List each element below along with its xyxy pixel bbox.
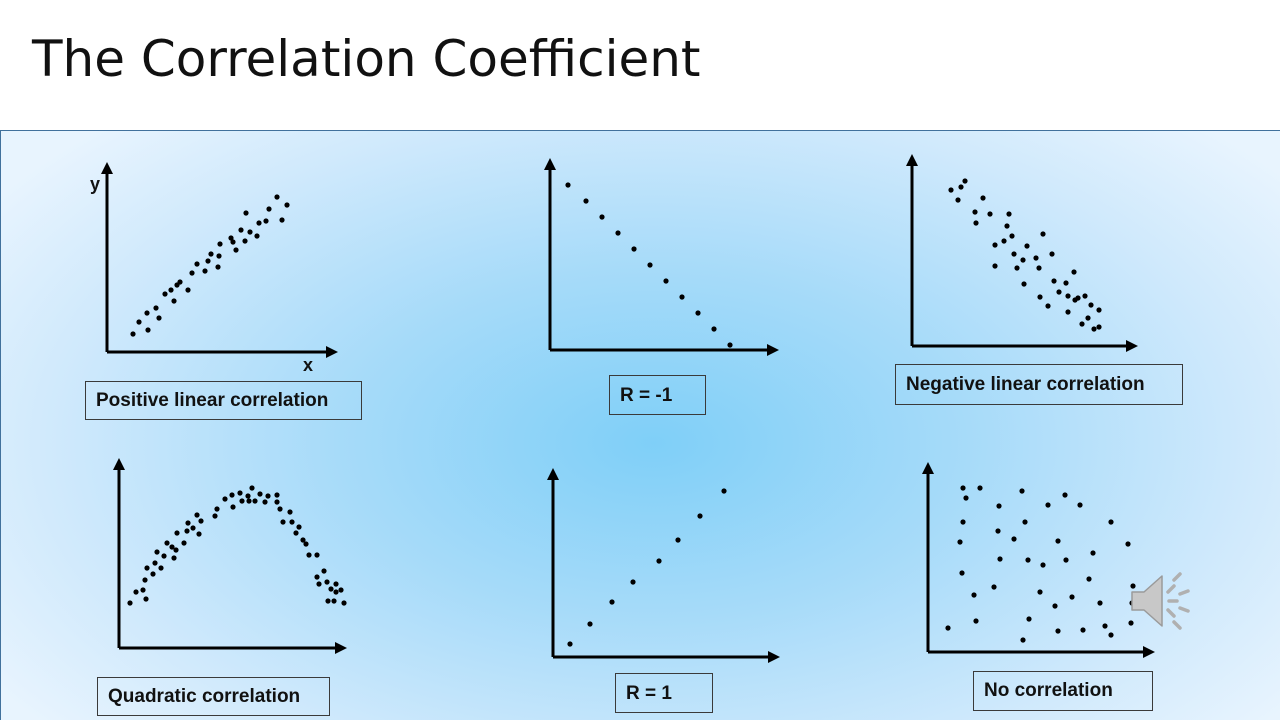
x-axis-arrow [326,346,338,358]
y-axis-arrow [547,468,559,480]
x-axis-arrow [1143,646,1155,658]
plot-axes [117,467,338,650]
y-axis-arrow [101,162,113,174]
speaker-icon[interactable] [1128,570,1194,632]
plot-quadratic [113,458,347,654]
r-one-label: R = 1 [615,673,713,713]
plot-axes [926,471,1146,654]
plot-r-minus-one [544,158,779,356]
scatter-dots [945,485,1136,643]
no-correlation-label: No correlation [973,671,1153,711]
x-axis-arrow [767,344,779,356]
r-minus-one-label: R = -1 [609,375,706,415]
y-axis-arrow [906,154,918,166]
plot-axes [910,163,1129,348]
scatter-dots [567,488,727,647]
plot-axes [548,167,770,352]
plot-positive-linear: y x [90,162,338,375]
y-axis-arrow [922,462,934,474]
y-axis-arrow [544,158,556,170]
quadratic-label: Quadratic correlation [97,677,330,716]
content-panel [0,130,1280,720]
slide-title: The Correlation Coefficient [32,30,701,88]
y-axis-label: y [90,174,100,194]
x-axis-label: x [303,355,313,375]
x-axis-arrow [1126,340,1138,352]
scatter-dots [127,485,347,606]
scatter-dots [565,182,733,348]
x-axis-arrow [768,651,780,663]
plot-r-one [547,468,780,663]
x-axis-arrow [335,642,347,654]
scatter-dots [130,194,290,337]
y-axis-arrow [113,458,125,470]
plot-axes [551,477,771,659]
plot-no-correlation [922,462,1155,658]
plot-axes [105,170,330,354]
negative-linear-label: Negative linear correlation [895,364,1183,405]
positive-linear-label: Positive linear correlation [85,381,362,420]
scatter-dots [948,178,1102,332]
plot-negative-linear [906,154,1138,352]
